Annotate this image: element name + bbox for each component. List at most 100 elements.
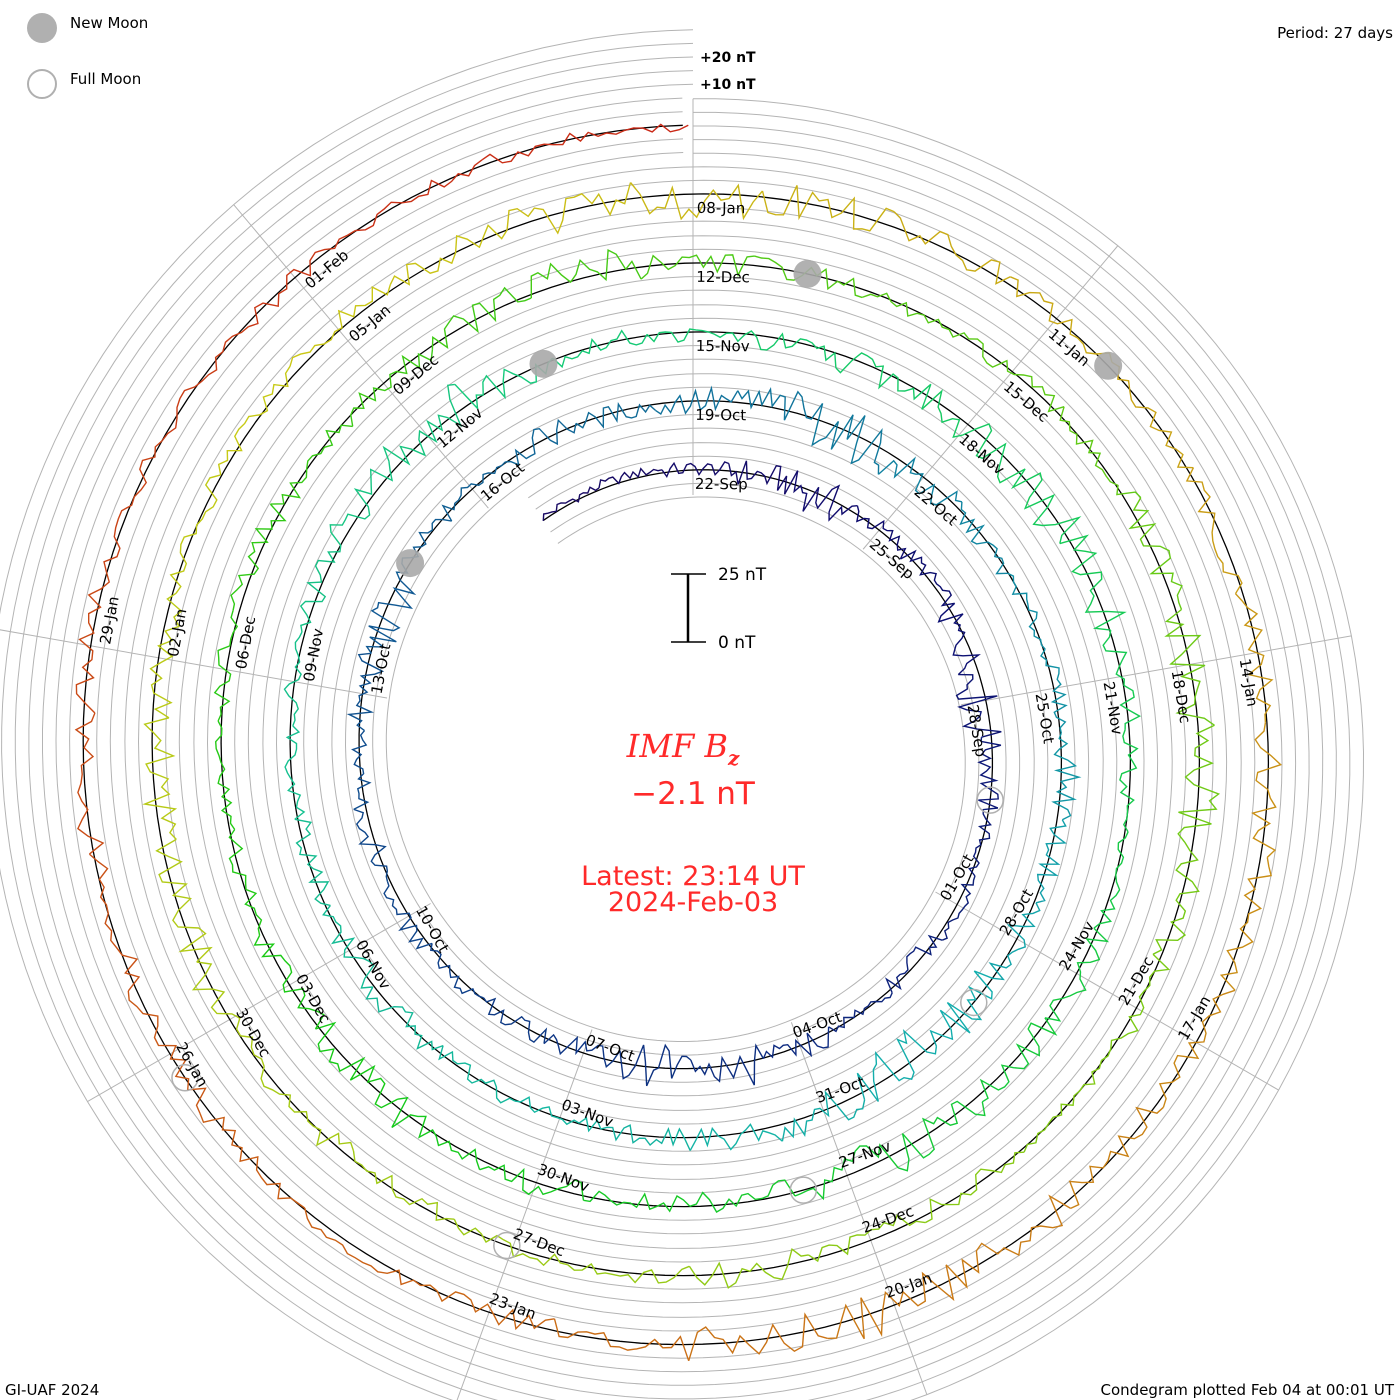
bz-trace-day [514,1096,602,1133]
new-moon-legend-icon [27,13,57,43]
bz-trace-day [1101,953,1171,1062]
bz-trace-day [893,211,1011,285]
full-moon-marker [493,1231,521,1260]
bz-trace-day [429,943,484,999]
radial-spoke [935,891,1279,1091]
title-subscript: z [727,746,740,770]
new-moon-marker [396,549,425,578]
current-value: −2.1 nT [631,776,756,812]
radial-spoke [790,1022,928,1395]
date-label: 22-Oct [911,483,961,530]
bz-trace-day [217,366,291,476]
bz-trace-day [351,730,372,811]
date-label: 25-Oct [1032,692,1058,745]
bz-trace-day [1007,572,1046,650]
bz-trace-day [737,386,824,421]
date-label: 12-Dec [696,268,750,286]
bz-trace-day [355,159,483,232]
bz-trace-day [1059,406,1142,499]
bz-trace-day [1068,1106,1164,1210]
bz-trace-day [1234,593,1274,723]
bz-trace-day [977,737,1002,809]
date-label: 31-Oct [813,1073,867,1107]
date-label: 08-Jan [697,199,746,217]
bz-trace-day [191,961,265,1067]
bz-trace-day [835,352,932,410]
bz-trace-day [688,1312,828,1362]
bz-trace-day [289,284,391,367]
bz-trace-day [600,1124,691,1151]
bz-trace-day [968,338,1065,413]
bz-trace-day [728,460,799,495]
grid-spiral [69,111,1283,1359]
bz-trace-day [315,1021,398,1109]
bz-trace-day [937,602,981,676]
bz-trace-day [877,456,963,506]
bz-trace-day [228,829,263,936]
title-main: IMF B [626,727,728,765]
bz-trace-day [988,902,1041,981]
bz-trace-day [921,389,1007,468]
bz-trace [74,123,1283,1362]
bz-trace-day [619,1043,692,1087]
bz-trace-day [924,1151,1025,1224]
date-label: 04-Oct [790,1008,844,1042]
bz-trace-day [640,254,755,280]
grid-spiral [96,138,1256,1332]
bz-trace-day [74,712,105,855]
date-label: 28-Sep [963,703,990,758]
bz-trace-day [322,904,375,989]
grid-spiral-outer [28,70,1324,1400]
footer-credit: GI-UAF 2024 [5,1381,99,1399]
bz-trace-day [365,579,417,654]
chart-title: IMF Bz [626,727,740,770]
date-label: 15-Nov [696,337,750,355]
bz-trace-day [968,807,998,877]
radial-spoke [233,204,489,509]
bz-trace-day [420,1284,555,1331]
bz-trace-day [941,875,976,941]
bz-trace-day [543,1033,621,1068]
grid-spiral-outer [1,42,1351,1400]
bz-trace-day [365,986,444,1051]
date-label: 24-Dec [860,1202,916,1237]
latest-time: Latest: 23:14 UT [581,861,805,892]
bz-trace-day [552,329,648,369]
date-label: 23-Jan [487,1289,539,1323]
bz-trace-day [762,1026,830,1059]
bz-trace-day [811,403,883,475]
bz-trace-day [996,466,1082,544]
bz-trace-day [553,1318,690,1362]
bz-trace-day [441,461,506,522]
bz-trace-day [1219,857,1272,991]
bz-trace-day [1035,819,1067,904]
date-label: 25-Sep [866,535,918,583]
radial-spoke [862,245,1119,550]
radial-spoke [0,629,388,699]
date-label: 22-Sep [695,475,748,493]
bz-trace-day [575,401,656,429]
bz-trace-day [689,1179,796,1213]
date-label: 16-Oct [477,459,528,505]
bz-trace-day [959,501,1008,575]
date-label: 29-Jan [96,595,122,646]
bz-trace-day [855,505,907,560]
bz-trace-day [1023,1060,1103,1153]
scale-bar [671,573,706,643]
bz-trace-day [1251,722,1283,858]
bz-trace-day [1102,629,1142,730]
bz-trace-day [253,935,325,1030]
bz-trace-day [346,652,385,732]
bz-trace-day [169,474,221,594]
bz-trace-day [861,292,970,340]
new-moon-legend-label: New Moon [70,14,148,32]
bz-trace-day [1185,467,1243,595]
bz-trace-day [827,1264,955,1340]
bz-trace-day [260,1066,355,1152]
bz-trace-day [828,992,893,1033]
bz-trace-day [744,330,837,368]
bz-trace-day [142,717,178,840]
bz-trace-day [629,182,764,221]
full-moon-legend-label: Full Moon [70,70,141,88]
bz-trace-day [382,383,463,466]
